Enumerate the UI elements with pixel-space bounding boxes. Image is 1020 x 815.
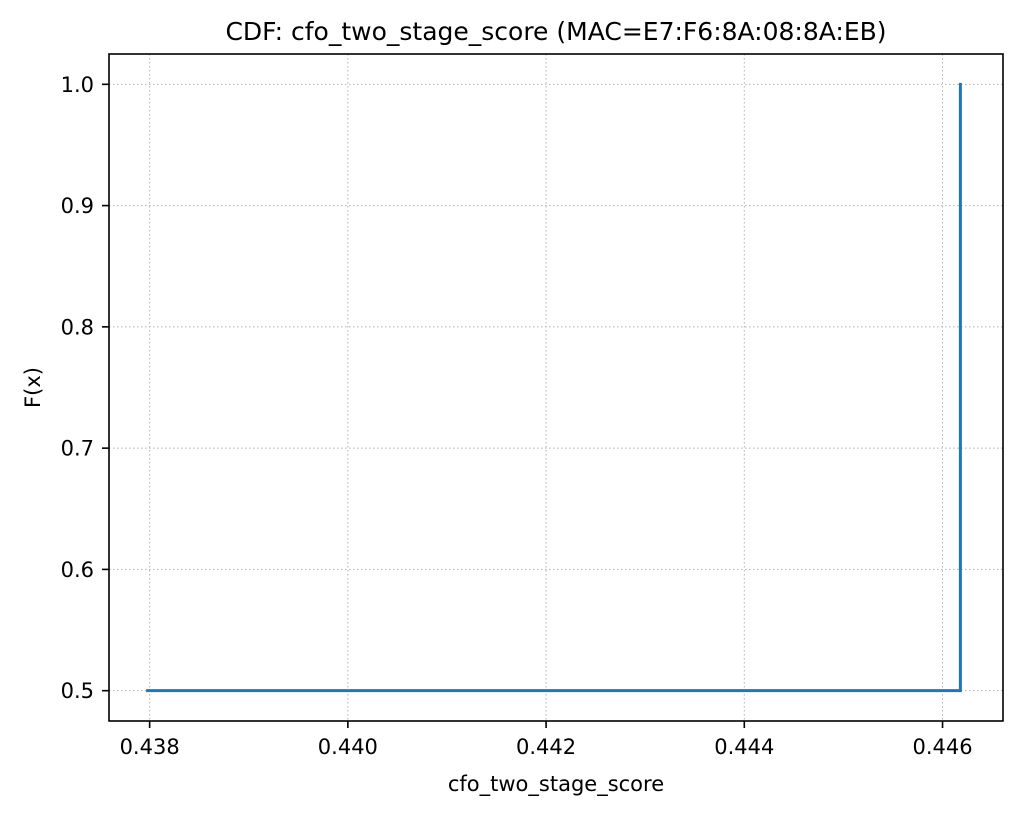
plot-frame bbox=[108, 53, 1004, 722]
y-tick-label: 0.5 bbox=[61, 679, 94, 703]
x-tick-label: 0.444 bbox=[714, 735, 774, 759]
y-tick-label: 0.7 bbox=[61, 437, 94, 461]
series-layer bbox=[146, 82, 962, 693]
ticks: 0.438 0.440 0.442 0.444 0.446 0.5 0.6 0.7 0.8 0.9… bbox=[61, 73, 973, 759]
x-tick-label: 0.442 bbox=[516, 735, 576, 759]
y-axis-label: F(x) bbox=[21, 367, 45, 408]
y-tick-label: 0.8 bbox=[61, 315, 94, 339]
x-axis-label: cfo_two_stage_score bbox=[448, 772, 664, 797]
y-tick-label: 1.0 bbox=[61, 73, 94, 97]
x-tick-label: 0.440 bbox=[318, 735, 378, 759]
x-tick-label: 0.446 bbox=[912, 735, 972, 759]
chart-title: CDF: cfo_two_stage_score (MAC=E7:F6:8A:0… bbox=[225, 17, 886, 46]
cdf-step-line bbox=[146, 82, 962, 693]
y-tick-label: 0.9 bbox=[61, 194, 94, 218]
x-tick-label: 0.438 bbox=[120, 735, 180, 759]
y-tick-label: 0.6 bbox=[61, 558, 94, 582]
